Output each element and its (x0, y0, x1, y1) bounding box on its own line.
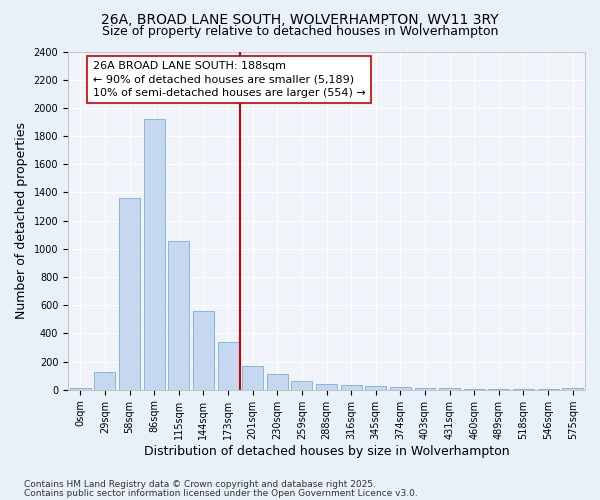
Bar (242, 366, 263, 390)
Text: Contains public sector information licensed under the Open Government Licence v3: Contains public sector information licen… (24, 488, 418, 498)
Bar (292, 380, 313, 390)
Bar (365, 386, 386, 390)
Bar (415, 388, 436, 390)
Bar (94, 372, 115, 390)
Bar (193, 311, 214, 390)
Bar (169, 241, 189, 390)
Bar (390, 387, 411, 390)
Bar (341, 386, 362, 390)
Bar (70, 388, 91, 390)
Y-axis label: Number of detached properties: Number of detached properties (15, 122, 28, 319)
Bar (119, 198, 140, 390)
Text: Size of property relative to detached houses in Wolverhampton: Size of property relative to detached ho… (102, 25, 498, 38)
Bar (267, 374, 288, 390)
Text: 26A, BROAD LANE SOUTH, WOLVERHAMPTON, WV11 3RY: 26A, BROAD LANE SOUTH, WOLVERHAMPTON, WV… (101, 12, 499, 26)
Bar (562, 388, 583, 390)
Text: Contains HM Land Registry data © Crown copyright and database right 2025.: Contains HM Land Registry data © Crown c… (24, 480, 376, 489)
Text: 26A BROAD LANE SOUTH: 188sqm
← 90% of detached houses are smaller (5,189)
10% of: 26A BROAD LANE SOUTH: 188sqm ← 90% of de… (92, 62, 365, 98)
Bar (488, 389, 509, 390)
Bar (439, 388, 460, 390)
Bar (218, 342, 239, 390)
Bar (316, 384, 337, 390)
Bar (513, 389, 534, 390)
Bar (144, 119, 164, 390)
Bar (464, 389, 485, 390)
X-axis label: Distribution of detached houses by size in Wolverhampton: Distribution of detached houses by size … (144, 444, 509, 458)
